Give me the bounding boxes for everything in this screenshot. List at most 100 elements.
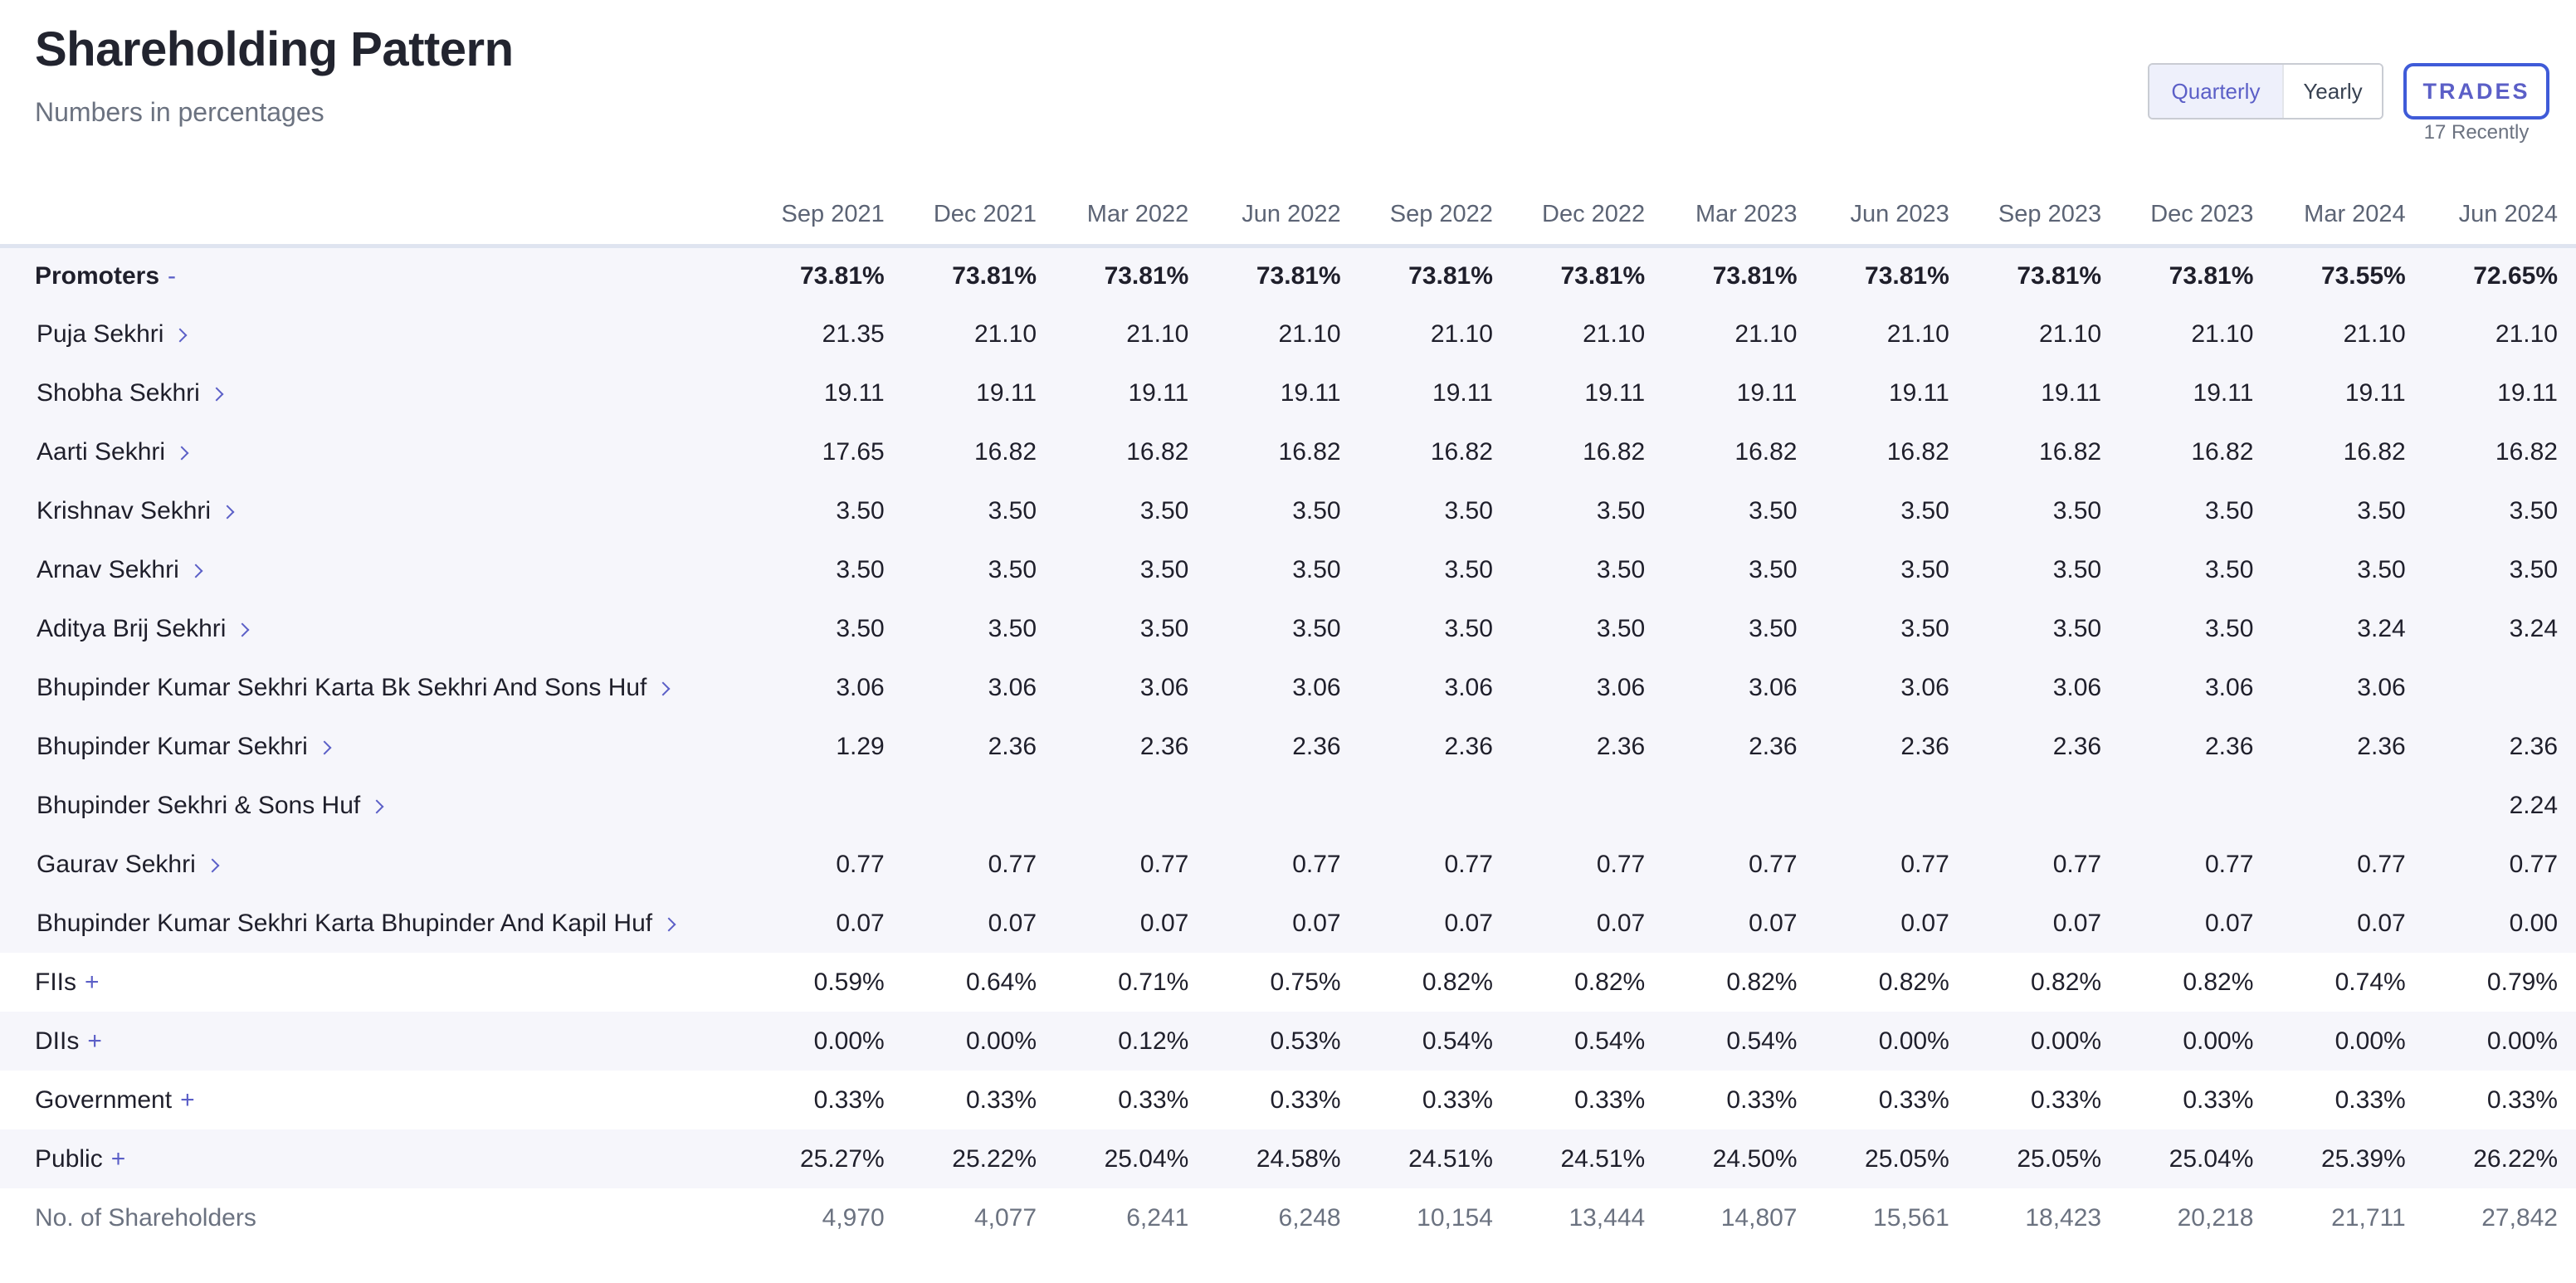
row-label-cell[interactable]: Bhupinder Sekhri & Sons Huf [0,776,753,835]
row-label-cell[interactable]: Aarti Sekhri [0,422,753,481]
value-cell: 25.39% [2273,1129,2426,1188]
chevron-right-icon[interactable] [188,563,203,578]
chevron-right-icon[interactable] [174,446,189,460]
value-cell: 16.82 [1969,422,2122,481]
value-cell: 0.07 [752,894,905,953]
value-cell: 0.54% [1512,1012,1666,1071]
row-label-cell[interactable]: Promoters - [0,246,753,305]
value-cell: 3.24 [2425,599,2576,658]
value-cell: 21.10 [1665,305,1817,363]
value-cell: 0.33% [1817,1071,1969,1129]
value-cell: 19.11 [1969,363,2122,422]
value-cell: 3.50 [2425,540,2576,599]
value-cell: 0.07 [1056,894,1209,953]
column-header[interactable]: Jun 2023 [1817,186,1969,248]
value-cell: 2.36 [2121,717,2274,776]
chevron-right-icon[interactable] [369,799,384,813]
value-cell: 73.81% [1208,246,1361,305]
row-label: Shobha Sekhri [37,378,200,407]
value-cell: 21.10 [2273,305,2426,363]
row-label-cell[interactable]: Public + [0,1129,753,1188]
table-row: Bhupinder Sekhri & Sons Huf 2.24 [0,776,2576,835]
row-label-cell[interactable]: Aditya Brij Sekhri [0,599,753,658]
column-header[interactable]: Mar 2023 [1665,186,1817,248]
value-cell: 0.77 [2425,835,2576,894]
chevron-right-icon[interactable] [220,505,235,519]
chevron-right-icon[interactable] [661,917,676,931]
table-row: Aarti Sekhri 17.65 16.82 16.82 16.82 16.82 16.… [0,422,2576,481]
chevron-right-icon[interactable] [205,858,220,872]
value-cell: 2.36 [1817,717,1969,776]
column-header[interactable]: Dec 2021 [904,186,1057,248]
value-cell: 3.50 [752,540,905,599]
column-header[interactable]: Jun 2024 [2425,186,2576,248]
value-cell: 3.50 [1665,540,1817,599]
value-cell: 0.00% [904,1012,1057,1071]
trades-button[interactable]: TRADES [2403,63,2549,120]
table-row: FIIs +0.59% 0.64% 0.71% 0.75% 0.82% 0.82% 0.82%… [0,953,2576,1012]
column-header[interactable]: Dec 2023 [2121,186,2274,248]
value-cell: 3.50 [1512,599,1666,658]
value-cell [1665,776,1817,835]
value-cell: 0.77 [1817,835,1969,894]
value-cell: 19.11 [1208,363,1361,422]
table-row: Gaurav Sekhri 0.77 0.77 0.77 0.77 0.77 0.77 0.7… [0,835,2576,894]
value-cell: 16.82 [904,422,1057,481]
value-cell: 3.06 [1512,658,1666,717]
chevron-right-icon[interactable] [656,681,671,695]
expand-icon[interactable]: + [180,1085,195,1114]
chevron-right-icon[interactable] [209,387,224,401]
column-header[interactable]: Mar 2022 [1056,186,1209,248]
row-label-cell[interactable]: Bhupinder Kumar Sekhri [0,717,753,776]
chevron-right-icon[interactable] [235,622,250,637]
value-cell: 21.10 [1512,305,1666,363]
value-cell [1512,776,1666,835]
value-cell: 3.50 [904,540,1057,599]
quarterly-button[interactable]: Quarterly [2149,65,2282,118]
value-cell: 18,423 [1969,1188,2122,1247]
row-label-cell[interactable]: DIIs + [0,1012,753,1071]
column-header[interactable]: Sep 2022 [1360,186,1513,248]
chevron-right-icon[interactable] [173,328,188,342]
value-cell: 0.07 [1512,894,1666,953]
expand-icon[interactable]: + [110,1144,126,1173]
value-cell: 0.33% [2425,1071,2576,1129]
table-row: Bhupinder Kumar Sekhri Karta Bk Sekhri A… [0,658,2576,717]
row-label-cell[interactable]: Bhupinder Kumar Sekhri Karta Bk Sekhri A… [0,658,753,717]
column-header[interactable]: Dec 2022 [1512,186,1666,248]
expand-icon[interactable]: + [87,1027,102,1055]
value-cell: 3.50 [1208,540,1361,599]
collapse-icon[interactable]: - [168,261,177,290]
value-cell: 0.54% [1360,1012,1513,1071]
row-label: Bhupinder Kumar Sekhri [37,732,308,760]
value-cell: 73.81% [2121,246,2274,305]
value-cell: 3.50 [1817,481,1969,540]
value-cell: 0.33% [752,1071,905,1129]
column-header[interactable]: Sep 2021 [752,186,905,248]
value-cell: 21.10 [1360,305,1513,363]
row-label-cell[interactable]: Puja Sekhri [0,305,753,363]
row-label-cell[interactable]: Krishnav Sekhri [0,481,753,540]
value-cell: 16.82 [2425,422,2576,481]
row-label: No. of Shareholders [35,1203,256,1232]
value-cell: 0.07 [1208,894,1361,953]
value-cell: 27,842 [2425,1188,2576,1247]
value-cell: 0.79% [2425,953,2576,1012]
column-header[interactable]: Mar 2024 [2273,186,2426,248]
expand-icon[interactable]: + [85,968,100,996]
value-cell: 0.82% [1665,953,1817,1012]
row-label-cell[interactable]: Government + [0,1071,753,1129]
column-header[interactable]: Sep 2023 [1969,186,2122,248]
value-cell: 19.11 [904,363,1057,422]
row-label-cell[interactable]: Arnav Sekhri [0,540,753,599]
value-cell: 25.04% [2121,1129,2274,1188]
yearly-button[interactable]: Yearly [2282,65,2382,118]
row-label-cell[interactable]: Gaurav Sekhri [0,835,753,894]
row-label-cell[interactable]: Shobha Sekhri [0,363,753,422]
value-cell: 0.77 [2121,835,2274,894]
row-label-cell[interactable]: Bhupinder Kumar Sekhri Karta Bhupinder A… [0,894,753,953]
chevron-right-icon[interactable] [317,740,332,754]
value-cell: 16.82 [2121,422,2274,481]
column-header[interactable]: Jun 2022 [1208,186,1361,248]
row-label-cell[interactable]: FIIs + [0,953,753,1012]
